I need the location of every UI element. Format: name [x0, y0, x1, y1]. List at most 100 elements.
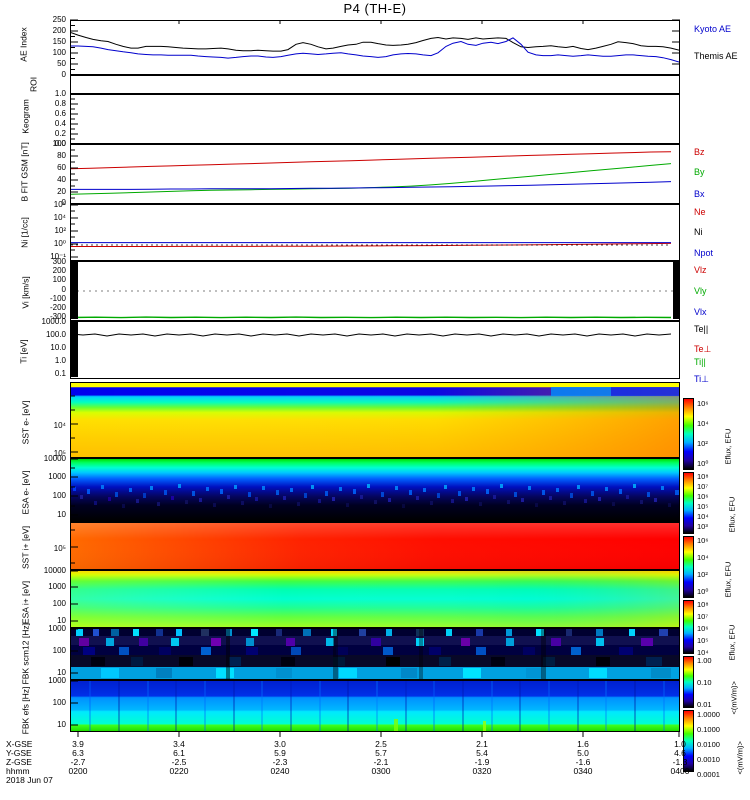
panel-esa-e-ylabel: ESA e- [eV]	[20, 470, 31, 515]
fbk-scm-cells	[71, 629, 679, 679]
tick: 10	[57, 720, 66, 729]
tick: 40	[57, 175, 66, 184]
panel-ae	[70, 20, 680, 75]
colorbar-fbk-scm-tick: 0.01	[697, 700, 712, 709]
colorbar-sst-e	[683, 398, 694, 470]
tick: 0	[61, 285, 66, 294]
tick: -100	[49, 294, 66, 303]
tick: 10⁵	[53, 449, 66, 458]
footer-y-gse-value: 5.7	[375, 748, 387, 758]
vi-vly-trace	[71, 316, 672, 319]
tick: 0.6	[54, 109, 66, 118]
tick: 20	[57, 187, 66, 196]
tick: 100	[52, 491, 66, 500]
footer-z-gse-value: -2.3	[272, 757, 288, 767]
legend-vlx: Vlx	[694, 307, 707, 317]
footer-column: 2.1 5.4 -1.9 0320	[462, 740, 502, 776]
footer-y-gse-value: 5.4	[476, 748, 488, 758]
panel-esa-i-ylabel: ESA i+ [eV]	[20, 580, 31, 625]
colorbar-fbk-scm	[683, 656, 694, 708]
legend-bz: Bz	[694, 147, 705, 157]
footer-x-gse-value: 1.6	[577, 739, 589, 749]
tick: 100	[52, 139, 66, 148]
footer-z-gse-value: -2.5	[171, 757, 187, 767]
footer-column: 1.0 4.6 -1.3 0400	[660, 740, 700, 776]
tick: 10²	[54, 226, 66, 235]
tick: 100	[52, 698, 66, 707]
tick: 0.1	[54, 369, 66, 378]
footer-x-gse-value: 3.4	[173, 739, 185, 749]
footer-x-gse-value: 1.0	[674, 739, 686, 749]
colorbar-esa-i-title: Eflux, EFU	[727, 624, 737, 661]
footer-y-gse-value: 5.9	[274, 748, 286, 758]
footer-y-gse-value: 5.0	[577, 748, 589, 758]
colorbar-sst-i-tick: 10⁶	[697, 536, 709, 545]
colorbar-fbk-scm-tick: 0.10	[697, 678, 712, 687]
footer-z-gse-value: -2.1	[373, 757, 389, 767]
colorbar-esa-i-tick: 10⁸	[697, 600, 709, 609]
footer-label-z-gse: Z-GSE	[6, 757, 32, 767]
bfit-bx-trace	[71, 181, 672, 190]
ae-plot	[71, 32, 679, 63]
panel-sst-e-ylabel: SST e- [eV]	[20, 400, 31, 445]
legend-vly: Vly	[694, 286, 707, 296]
colorbar-esa-e-tick: 10⁸	[697, 472, 709, 481]
footer-column: 3.9 6.3 -2.7 0200	[58, 740, 98, 776]
tick: 1000	[48, 676, 66, 685]
footer-label-y-gse: Y-GSE	[6, 748, 32, 758]
footer-x-gse-value: 3.0	[274, 739, 286, 749]
tick: 10000	[43, 454, 66, 463]
colorbar-esa-i-tick: 10⁶	[697, 624, 709, 633]
bfit-plot	[71, 151, 672, 195]
colorbar-sst-i-tick: 10⁰	[697, 587, 709, 596]
colorbar-fbk-efs-tick: 0.1000	[697, 725, 720, 734]
tick: 150	[52, 37, 66, 46]
legend-npot: Npot	[694, 248, 714, 258]
tick: -300	[49, 312, 66, 321]
legend-te-par: Te||	[694, 324, 709, 334]
tick: 10⁰	[53, 239, 66, 248]
legend-vlz: Vlz	[694, 265, 707, 275]
legend-by: By	[694, 167, 705, 177]
colorbar-sst-e-tick: 10⁶	[697, 399, 709, 408]
footer-column: 2.5 5.7 -2.1 0300	[361, 740, 401, 776]
footer-hhmm-value: 0220	[169, 766, 189, 776]
legend-kyoto-ae: Kyoto AE	[694, 24, 732, 34]
tick: 10⁴	[53, 421, 66, 430]
tick: 50	[57, 59, 66, 68]
tick: 0	[61, 70, 66, 79]
legend-te-perp: Te⊥	[694, 344, 712, 354]
tick: 200	[52, 266, 66, 275]
footer-x-gse-value: 2.1	[476, 739, 488, 749]
footer-y-gse-value: 6.1	[173, 748, 185, 758]
tick: 10000	[43, 566, 66, 575]
panel-fbk-efs-ylabel: FBK efs [Hz]	[20, 686, 31, 735]
colorbar-sst-i-tick: 10²	[697, 570, 708, 579]
colorbar-fbk-efs-tick: 0.0010	[697, 755, 720, 764]
colorbar-esa-e	[683, 472, 694, 534]
footer-hhmm-value: 0320	[472, 766, 492, 776]
colorbar-esa-i	[683, 600, 694, 654]
footer-hhmm-value: 0300	[371, 766, 391, 776]
tick: 10⁵	[53, 544, 66, 553]
colorbar-sst-e-tick: 10²	[697, 439, 708, 448]
panel-bfit	[70, 144, 680, 204]
vi-plot	[71, 290, 679, 319]
footer-column: 3.4 6.1 -2.5 0220	[159, 740, 199, 776]
tick: 1000	[48, 472, 66, 481]
tick: 100	[52, 275, 66, 284]
panel-fbk-efs	[70, 680, 680, 732]
tick: 100.0	[45, 330, 66, 339]
tick: 1000	[48, 582, 66, 591]
footer-z-gse-value: -1.3	[672, 757, 688, 767]
legend-ni: Ni	[694, 227, 703, 237]
colorbar-fbk-scm-tick: 1.00	[697, 656, 712, 665]
panel-keogram	[70, 94, 680, 144]
footer-label-x-gse: X-GSE	[6, 739, 33, 749]
panel-ti-ylabel: Ti [eV]	[18, 339, 29, 364]
tick: 100	[52, 48, 66, 57]
tick: -200	[49, 303, 66, 312]
vi-left-fill	[71, 262, 78, 319]
ni-plot	[71, 242, 672, 247]
colorbar-sst-i-tick: 10⁴	[697, 553, 709, 562]
